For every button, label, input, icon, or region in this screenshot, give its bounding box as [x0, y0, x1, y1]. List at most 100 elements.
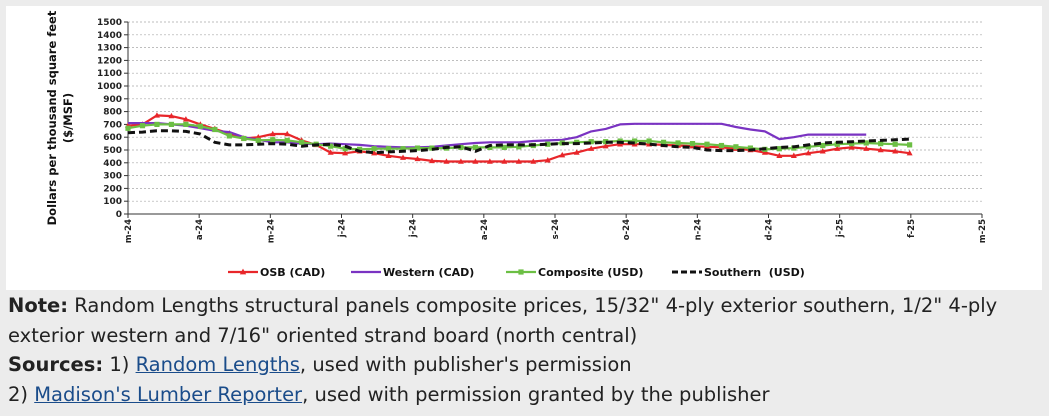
series-marker-0	[414, 155, 421, 162]
series-marker-2	[718, 142, 725, 149]
series-marker-0	[269, 130, 276, 137]
source2-suffix: , used with permission granted by the pu…	[302, 382, 770, 406]
series-marker-2	[139, 123, 146, 129]
series-marker-0	[848, 144, 855, 150]
y-tick-label: 1500	[97, 18, 122, 28]
series-marker-2	[805, 144, 811, 150]
series-marker-2	[646, 138, 652, 144]
series-marker-2	[270, 137, 276, 143]
series-marker-2	[371, 146, 377, 152]
line-chart: 0 100 200 300 400 500 600 700 800 900 1000 1100 1200…	[45, 10, 988, 279]
y-tick-label: 1100	[97, 69, 122, 79]
series-marker-2	[284, 137, 290, 143]
y-tick-label: 1300	[97, 44, 122, 54]
series-marker-0	[371, 150, 378, 156]
x-tick-label: a-24	[480, 219, 490, 240]
x-tick-label: n-24	[693, 219, 703, 240]
series-marker-2	[878, 141, 884, 147]
series-marker-2	[356, 146, 363, 152]
series-marker-2	[168, 121, 175, 127]
x-tick-label: m-25	[978, 219, 988, 243]
series-marker-2	[458, 144, 464, 151]
legend-label-2: Composite (USD)	[538, 266, 643, 279]
series-marker-0	[573, 149, 580, 155]
series-marker-2	[226, 133, 232, 139]
series-marker-2	[154, 121, 160, 127]
series-marker-0	[472, 158, 479, 164]
series-marker-0	[906, 150, 913, 156]
series-marker-2	[241, 135, 247, 142]
series-marker-0	[790, 152, 797, 158]
series-marker-2	[545, 141, 551, 147]
series-marker-2	[863, 140, 869, 146]
madisons-lumber-reporter-link[interactable]: Madison's Lumber Reporter	[34, 382, 303, 406]
series-marker-2	[747, 145, 754, 151]
series-marker-0	[400, 154, 407, 160]
y-tick-label: 300	[103, 172, 122, 182]
series-marker-0	[168, 112, 175, 119]
series-marker-0	[385, 152, 392, 158]
series-marker-2	[689, 141, 696, 147]
y-tick-label: 1200	[97, 56, 122, 66]
series-marker-0	[530, 158, 537, 164]
y-tick-label: 400	[103, 159, 122, 169]
x-tick-label: a-24	[195, 219, 205, 240]
chart-panel: 0 100 200 300 400 500 600 700 800 900 1000 1100 1200…	[6, 6, 1042, 290]
series-marker-0	[428, 157, 435, 164]
legend-marker-2	[518, 269, 524, 275]
series-marker-2	[487, 144, 493, 151]
series-marker-2	[183, 121, 189, 127]
note-text: Random Lengths structural panels composi…	[8, 294, 998, 347]
series-marker-2	[472, 144, 478, 151]
series-marker-2	[820, 142, 826, 149]
x-tick-label: f-25	[907, 219, 917, 238]
source1-prefix: 1)	[103, 353, 136, 376]
series-marker-2	[907, 142, 913, 148]
series-marker-2	[299, 139, 305, 145]
series-marker-0	[342, 150, 349, 156]
series-marker-0	[559, 151, 566, 158]
x-tick-label: o-24	[622, 219, 632, 240]
y-tick-label: 800	[103, 108, 122, 118]
series-marker-2	[776, 146, 782, 152]
series-marker-2	[733, 144, 739, 150]
source2-prefix: 2)	[8, 382, 35, 406]
y-tick-label: 1000	[97, 82, 122, 92]
legend-label-3: Southern (USD)	[704, 266, 805, 279]
chart-caption: Note: Random Lengths structural panels c…	[8, 291, 1044, 409]
series-marker-0	[182, 116, 189, 122]
note-label: Note:	[8, 294, 69, 317]
series-marker-2	[255, 137, 261, 143]
series-marker-0	[284, 130, 291, 137]
note-paragraph: Note: Random Lengths structural panels c…	[8, 291, 1044, 350]
series-marker-0	[863, 145, 870, 151]
source1-suffix: , used with publisher's permission	[299, 353, 632, 376]
series-marker-2	[385, 146, 392, 152]
y-tick-label: 0	[116, 210, 122, 220]
series-marker-0	[877, 146, 884, 153]
series-marker-2	[704, 141, 710, 147]
series-marker-2	[588, 139, 594, 145]
series-marker-2	[892, 141, 898, 147]
series-marker-0	[457, 158, 464, 164]
y-axis-title: Dollars per thousand square feet	[45, 10, 59, 225]
legend-label-0: OSB (CAD)	[260, 266, 325, 279]
series-marker-2	[603, 139, 609, 145]
series-marker-0	[805, 150, 812, 156]
series-marker-2	[849, 141, 855, 147]
series-marker-0	[544, 157, 551, 163]
random-lengths-link[interactable]: Random Lengths	[135, 353, 300, 376]
y-tick-label: 700	[103, 120, 122, 130]
series-marker-2	[414, 145, 421, 151]
y-tick-label: 500	[103, 146, 122, 156]
series-marker-2	[328, 143, 334, 149]
series-marker-0	[153, 112, 160, 118]
x-tick-label: j-25	[836, 219, 846, 238]
series-marker-0	[892, 148, 899, 154]
y-axis-title: ($/MSF)	[61, 93, 75, 143]
series-marker-0	[819, 148, 826, 154]
legend-marker-0	[239, 268, 247, 275]
y-tick-label: 900	[103, 95, 122, 105]
series-marker-2	[125, 125, 131, 131]
series-marker-2	[834, 141, 840, 147]
